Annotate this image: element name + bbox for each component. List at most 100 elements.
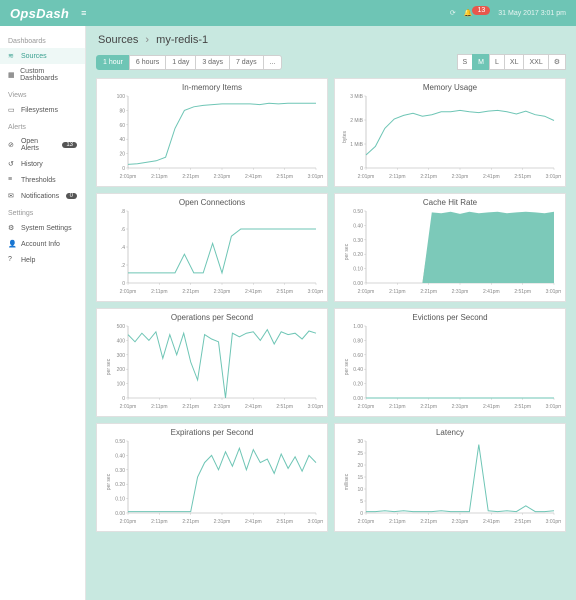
refresh-icon[interactable]: ⟳ [450,9,456,17]
topbar: OpsDash ≡ ⟳ 🔔13 31 May 2017 3:01 pm [0,0,576,26]
breadcrumb-current: my-redis-1 [156,34,208,46]
sidebar-item-label: History [21,161,43,168]
svg-text:0.20: 0.20 [353,252,363,258]
chart-svg: 01 MiB2 MiB3 MiB2:01pm2:11pm2:21pm2:31pm… [339,94,561,180]
svg-text:2:31pm: 2:31pm [452,404,469,410]
chart-body: per sec0.000.100.200.300.400.502:01pm2:1… [101,439,323,525]
svg-text:2:11pm: 2:11pm [151,174,167,180]
chart-title: Memory Usage [339,83,561,92]
svg-text:2:01pm: 2:01pm [358,404,375,410]
sidebar-section-title: Settings [0,204,85,220]
sidebar-item-help[interactable]: ?Help [0,252,85,268]
chart-body: millisec0510152025302:01pm2:11pm2:21pm2:… [339,439,561,525]
svg-text:5: 5 [360,499,363,505]
svg-text:0.40: 0.40 [115,453,125,459]
breadcrumb: Sources › my-redis-1 [96,34,566,46]
time-range-7days[interactable]: 7 days [229,55,264,70]
svg-text:2:21pm: 2:21pm [182,519,199,525]
svg-text:2:01pm: 2:01pm [120,289,137,295]
chart-settings-icon[interactable]: ⚙ [548,54,566,70]
svg-text:2:51pm: 2:51pm [514,404,531,410]
chart-title: Cache Hit Rate [339,198,561,207]
breadcrumb-root[interactable]: Sources [98,34,138,46]
chart-svg: 0510152025302:01pm2:11pm2:21pm2:31pm2:41… [339,439,561,525]
svg-text:3:01pm: 3:01pm [308,404,323,410]
svg-text:0.40: 0.40 [353,223,363,229]
sidebar-item-custom-dashboards[interactable]: ▦Custom Dashboards [0,64,85,86]
sidebar-item-label: System Settings [21,225,72,232]
svg-text:2:51pm: 2:51pm [276,519,293,525]
chart-svg: 0204060801002:01pm2:11pm2:21pm2:31pm2:41… [101,94,323,180]
history-icon: ↺ [8,160,16,168]
svg-text:.6: .6 [121,227,125,233]
svg-text:500: 500 [117,324,126,330]
y-axis-label: per sec [106,474,112,490]
clock-datetime: 31 May 2017 3:01 pm [498,10,566,17]
sidebar-item-history[interactable]: ↺ History [0,156,85,172]
svg-text:.8: .8 [121,209,125,215]
size-M[interactable]: M [472,54,490,70]
svg-text:0: 0 [122,281,125,287]
sidebar-item-system-settings[interactable]: ⚙System Settings [0,220,85,236]
chart-card: Cache Hit Rate per sec0.000.100.200.300.4… [334,193,566,302]
svg-text:2:31pm: 2:31pm [452,519,469,525]
time-range-1day[interactable]: 1 day [165,55,196,70]
svg-text:2:41pm: 2:41pm [483,404,500,410]
size-group: SMLXLXXL⚙ [458,54,567,70]
svg-text:2:51pm: 2:51pm [276,174,293,180]
chart-body: per sec01002003004005002:01pm2:11pm2:21p… [101,324,323,410]
svg-text:10: 10 [357,487,363,493]
chart-svg: 0.000.100.200.300.400.502:01pm2:11pm2:21… [101,439,323,525]
svg-text:0: 0 [122,166,125,172]
svg-text:3:01pm: 3:01pm [308,289,323,295]
chart-svg: 0.000.200.400.600.801.002:01pm2:11pm2:21… [339,324,561,410]
sidebar-item-filesystems[interactable]: ▭Filesystems [0,102,85,118]
svg-text:0: 0 [122,396,125,402]
sidebar-item-label: Custom Dashboards [20,68,77,82]
svg-text:2:51pm: 2:51pm [514,174,531,180]
svg-text:40: 40 [119,137,125,143]
time-range-group: 1 hour6 hours1 day3 days7 days... [96,55,281,70]
size-XXL[interactable]: XXL [523,54,548,70]
svg-text:2:21pm: 2:21pm [182,289,199,295]
svg-text:2 MiB: 2 MiB [350,118,363,124]
chart-body: 0204060801002:01pm2:11pm2:21pm2:31pm2:41… [101,94,323,180]
bell-icon[interactable]: 🔔13 [464,9,491,17]
sidebar-item-thresholds[interactable]: ≡Thresholds [0,172,85,188]
alert-count-badge: 13 [472,6,490,15]
chart-body: per sec0.000.100.200.300.400.502:01pm2:1… [339,209,561,295]
time-range-6hours[interactable]: 6 hours [129,55,166,70]
svg-text:2:11pm: 2:11pm [389,404,405,410]
chart-card: Operations per Secondper sec010020030040… [96,308,328,417]
y-axis-label: millisec [344,474,350,490]
svg-text:0.60: 0.60 [353,353,363,359]
chart-title: Expirations per Second [101,428,323,437]
svg-text:15: 15 [357,475,363,481]
sidebar-item-account-info[interactable]: 👤Account Info [0,236,85,252]
svg-text:2:21pm: 2:21pm [420,519,437,525]
sidebar-item-label: Notifications [21,193,59,200]
svg-text:2:11pm: 2:11pm [151,404,167,410]
size-S[interactable]: S [457,54,474,70]
time-range-3days[interactable]: 3 days [195,55,230,70]
sidebar-item-sources[interactable]: ≋Sources [0,48,85,64]
help-icon: ? [8,256,16,264]
svg-text:3:01pm: 3:01pm [546,519,561,525]
svg-text:20: 20 [357,463,363,469]
svg-text:2:51pm: 2:51pm [276,289,293,295]
time-range-1hour[interactable]: 1 hour [96,55,130,70]
sidebar-item-notifications[interactable]: ✉Notifications0 [0,188,85,204]
sidebar-item-open-alerts[interactable]: ⊘Open Alerts13 [0,134,85,156]
svg-text:2:21pm: 2:21pm [420,174,437,180]
sidebar-section-title: Alerts [0,118,85,134]
svg-text:2:21pm: 2:21pm [182,404,199,410]
size-L[interactable]: L [489,54,505,70]
size-XL[interactable]: XL [504,54,525,70]
chart-svg: 01002003004005002:01pm2:11pm2:21pm2:31pm… [101,324,323,410]
time-range-...[interactable]: ... [263,55,283,70]
svg-text:2:41pm: 2:41pm [483,289,500,295]
svg-text:2:51pm: 2:51pm [276,404,293,410]
svg-text:2:51pm: 2:51pm [514,289,531,295]
svg-text:2:11pm: 2:11pm [389,174,405,180]
menu-toggle-icon[interactable]: ≡ [81,8,86,18]
